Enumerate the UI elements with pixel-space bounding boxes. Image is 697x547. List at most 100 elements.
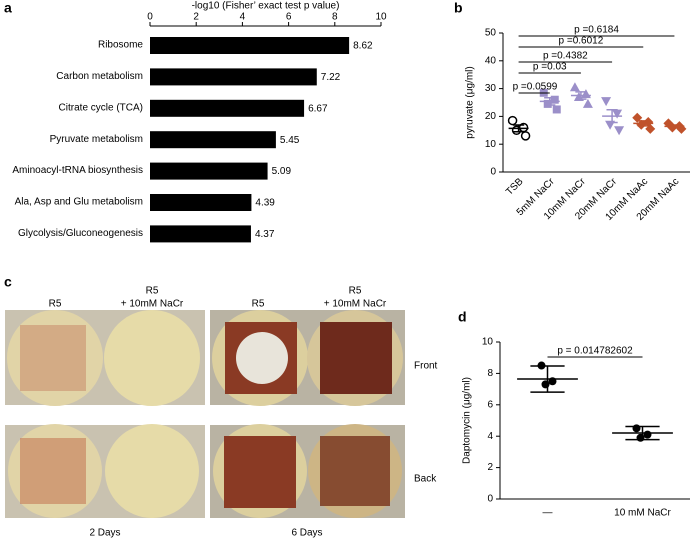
x-tick-label: 0 [147,12,153,23]
value-label: 6.67 [308,103,328,114]
y-tick-label: 0 [490,167,496,178]
point [541,380,550,389]
point [632,424,641,433]
plate [104,310,200,406]
point [601,97,612,107]
panel-label: c [4,274,12,290]
point [511,125,522,136]
panel-label: b [454,0,463,16]
y-tick-label: 2 [487,462,493,473]
plate [105,424,199,518]
photo-grid [5,310,405,518]
colony [224,436,296,508]
bar [150,225,251,243]
category-label: Pyruvate metabolism [50,134,143,145]
error-bar [512,124,525,133]
column-label: R5 [49,299,62,310]
point [552,105,561,114]
category-label: Ala, Asp and Glu metabolism [15,197,143,208]
colony [320,322,392,394]
value-label: 4.37 [255,229,275,240]
point [636,433,645,442]
category-label: Carbon metabolism [56,71,143,82]
axis-title: -log10 (Fisher’ exact test p value) [192,1,340,12]
category-label: Glycolysis/Gluconeogenesis [18,228,143,239]
axis-title: Daptomycin (μg/ml) [462,377,473,464]
bar [150,37,350,54]
point [543,99,552,108]
x-tick-label: 10 [375,12,387,23]
y-tick-label: 30 [485,83,497,94]
error-bar [530,365,565,393]
column-label: R5 [349,286,362,297]
point [612,109,623,119]
point [582,98,593,108]
error-bar [637,120,649,127]
error-bar [668,124,681,129]
panel-label: d [458,309,467,325]
x-tick-label: 6 [286,12,292,23]
axis-title: pyruvate (μg/ml) [465,66,476,138]
bar [150,68,317,86]
point [643,430,652,439]
column-label: + 10mM NaCr [324,299,387,310]
point [550,95,559,104]
value-label: 8.62 [353,41,373,52]
y-tick-label: 4 [487,431,493,442]
bar [150,162,268,180]
colony [236,332,288,384]
y-tick-label: 10 [482,337,494,348]
annotation: p =0.6012 [559,36,604,47]
error-bar [544,97,556,106]
annotation: p =0.4382 [543,51,588,62]
column-label: + 10mM NaCr [121,299,184,310]
y-tick-label: 20 [485,111,497,122]
annotation: p =0.0599 [513,82,558,93]
annotation: p = 0.014782602 [557,346,633,357]
point [520,131,531,141]
row-label: Front [414,361,438,372]
y-tick-label: 6 [487,399,493,410]
point [507,115,518,126]
x-tick-label: — [543,508,553,519]
column-label: R5 [146,286,159,297]
y-tick-label: 0 [487,494,493,505]
error-bar [606,108,618,124]
bar [150,99,305,117]
day-label: 6 Days [291,528,322,539]
category-label: Ribosome [98,40,143,51]
row-label: Back [414,474,437,485]
bar [150,194,252,211]
bar [150,131,276,149]
colony [20,438,86,504]
x-tick-label: TSB [504,176,526,198]
category-label: Aminoacyl-tRNA biosynthesis [12,165,143,176]
point [569,82,580,92]
panel-label: a [4,0,12,16]
value-label: 7.22 [321,72,341,83]
y-tick-label: 8 [487,368,493,379]
error-bar [625,425,660,441]
x-tick-label: 4 [240,12,246,23]
annotation: p =0.03 [533,62,567,73]
value-label: 4.39 [255,198,275,209]
y-tick-label: 50 [485,28,497,39]
day-label: 2 Days [89,528,120,539]
colony [320,436,390,506]
value-label: 5.45 [280,135,300,146]
value-label: 5.09 [272,166,292,177]
y-tick-label: 40 [485,55,497,66]
column-label: R5 [252,299,265,310]
error-bar [575,91,587,100]
x-tick-label: 8 [332,12,338,23]
point [580,89,591,99]
x-tick-label: 2 [193,12,199,23]
x-tick-label: 10 mM NaCr [614,508,671,519]
point [614,126,625,136]
point [663,118,674,129]
annotation: p =0.6184 [574,25,619,36]
colony [20,325,86,391]
category-label: Citrate cycle (TCA) [59,102,143,113]
y-tick-label: 10 [485,139,497,150]
